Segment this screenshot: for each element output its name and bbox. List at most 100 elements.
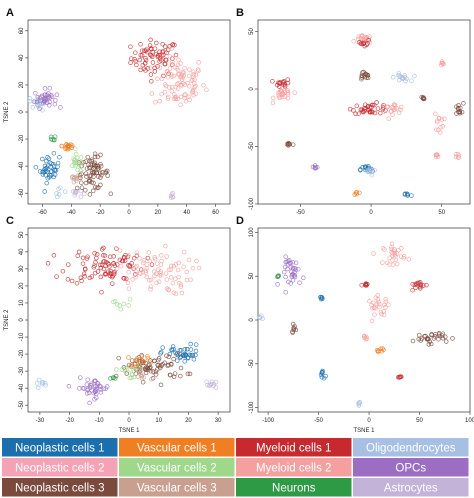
scatter-point bbox=[162, 44, 168, 49]
scatter-point bbox=[121, 276, 127, 281]
scatter-point bbox=[159, 363, 164, 368]
legend-swatch bbox=[119, 438, 235, 457]
scatter-point bbox=[82, 274, 87, 279]
scatter-point bbox=[126, 355, 131, 360]
scatter-point bbox=[162, 61, 167, 67]
scatter-point bbox=[133, 269, 139, 274]
scatter-point bbox=[374, 100, 379, 105]
cluster-neurons bbox=[48, 134, 58, 143]
scatter-point bbox=[318, 296, 324, 302]
scatter-point bbox=[51, 137, 57, 142]
scatter-point bbox=[93, 378, 98, 383]
y-tick-label: -60 bbox=[19, 188, 25, 197]
scatter-point bbox=[114, 246, 119, 251]
scatter-point bbox=[45, 155, 50, 160]
scatter-point bbox=[381, 109, 386, 115]
scatter-point bbox=[36, 103, 41, 109]
scatter-point bbox=[291, 325, 296, 331]
scatter-point bbox=[43, 382, 48, 388]
scatter-point bbox=[175, 96, 181, 102]
scatter-point bbox=[175, 267, 181, 273]
scatter-point bbox=[432, 111, 438, 117]
scatter-point bbox=[85, 254, 90, 259]
scatter-point bbox=[377, 301, 382, 307]
scatter-point bbox=[436, 336, 441, 342]
scatter-point bbox=[390, 251, 395, 256]
scatter-point bbox=[27, 95, 33, 101]
scatter-point bbox=[418, 286, 423, 291]
scatter-point bbox=[367, 168, 372, 174]
scatter-point bbox=[147, 43, 153, 48]
scatter-point bbox=[126, 303, 131, 308]
y-tick-label: 0 bbox=[19, 318, 25, 322]
scatter-point bbox=[167, 372, 173, 378]
scatter-point bbox=[196, 265, 202, 271]
scatter-point bbox=[440, 124, 446, 129]
scatter-point bbox=[190, 77, 195, 82]
scatter-point bbox=[167, 66, 173, 71]
scatter-point bbox=[51, 253, 57, 258]
scatter-point bbox=[374, 348, 380, 353]
scatter-point bbox=[182, 359, 187, 364]
panel-letter: A bbox=[6, 7, 14, 19]
scatter-point bbox=[367, 40, 372, 45]
cluster-neoplastic-cells-1 bbox=[158, 341, 199, 364]
scatter-point bbox=[148, 37, 153, 43]
cluster-myeloid-cells-2 bbox=[433, 152, 441, 159]
scatter-point bbox=[387, 262, 392, 267]
scatter-point bbox=[139, 373, 145, 379]
scatter-point bbox=[74, 161, 79, 167]
scatter-point bbox=[98, 182, 103, 188]
scatter-point bbox=[126, 270, 131, 275]
scatter-point bbox=[170, 59, 175, 65]
scatter-point bbox=[77, 386, 82, 391]
scatter-point bbox=[358, 33, 364, 39]
scatter-point bbox=[127, 367, 133, 372]
scatter-point bbox=[270, 79, 275, 84]
scatter-point bbox=[186, 355, 191, 360]
scatter-point bbox=[98, 161, 103, 167]
scatter-point bbox=[456, 103, 461, 108]
scatter-point bbox=[111, 254, 116, 259]
x-tick-label: -10 bbox=[95, 418, 104, 424]
scatter-point bbox=[280, 91, 286, 97]
cluster-myeloid-cells-2 bbox=[381, 102, 404, 121]
scatter-point bbox=[37, 106, 42, 112]
cluster-opcs bbox=[310, 163, 320, 171]
y-tick-label: 50 bbox=[249, 28, 255, 35]
scatter-point bbox=[129, 371, 135, 377]
scatter-point bbox=[191, 74, 196, 79]
scatter-point bbox=[186, 94, 192, 100]
scatter-point bbox=[149, 262, 155, 267]
scatter-point bbox=[139, 353, 145, 359]
scatter-point bbox=[133, 264, 138, 270]
scatter-point bbox=[121, 301, 126, 307]
scatter-point bbox=[402, 191, 408, 197]
y-tick-label: -50 bbox=[249, 359, 255, 368]
scatter-point bbox=[176, 57, 181, 63]
scatter-point bbox=[69, 278, 75, 284]
y-tick-label: 30 bbox=[19, 265, 25, 272]
scatter-point bbox=[149, 79, 154, 84]
scatter-point bbox=[357, 190, 362, 196]
scatter-point bbox=[134, 356, 140, 361]
scatter-point bbox=[183, 92, 188, 97]
legend: Neoplastic cells 1 Vascular cells 1 Myeloi… bbox=[1, 437, 471, 498]
scatter-point bbox=[78, 168, 83, 174]
scatter-point bbox=[381, 312, 387, 318]
scatter-point bbox=[55, 160, 61, 166]
scatter-point bbox=[393, 254, 398, 259]
legend-swatch bbox=[2, 478, 118, 497]
scatter-point bbox=[380, 245, 386, 251]
scatter-point bbox=[396, 247, 401, 253]
scatter-point bbox=[144, 274, 150, 280]
y-tick-label: 0 bbox=[249, 87, 255, 91]
scatter-point bbox=[364, 75, 369, 80]
scatter-point bbox=[112, 299, 118, 304]
scatter-point bbox=[141, 359, 147, 364]
scatter-point bbox=[439, 60, 445, 66]
scatter-point bbox=[118, 306, 124, 312]
scatter-point bbox=[178, 373, 183, 379]
scatter-point bbox=[73, 151, 79, 157]
